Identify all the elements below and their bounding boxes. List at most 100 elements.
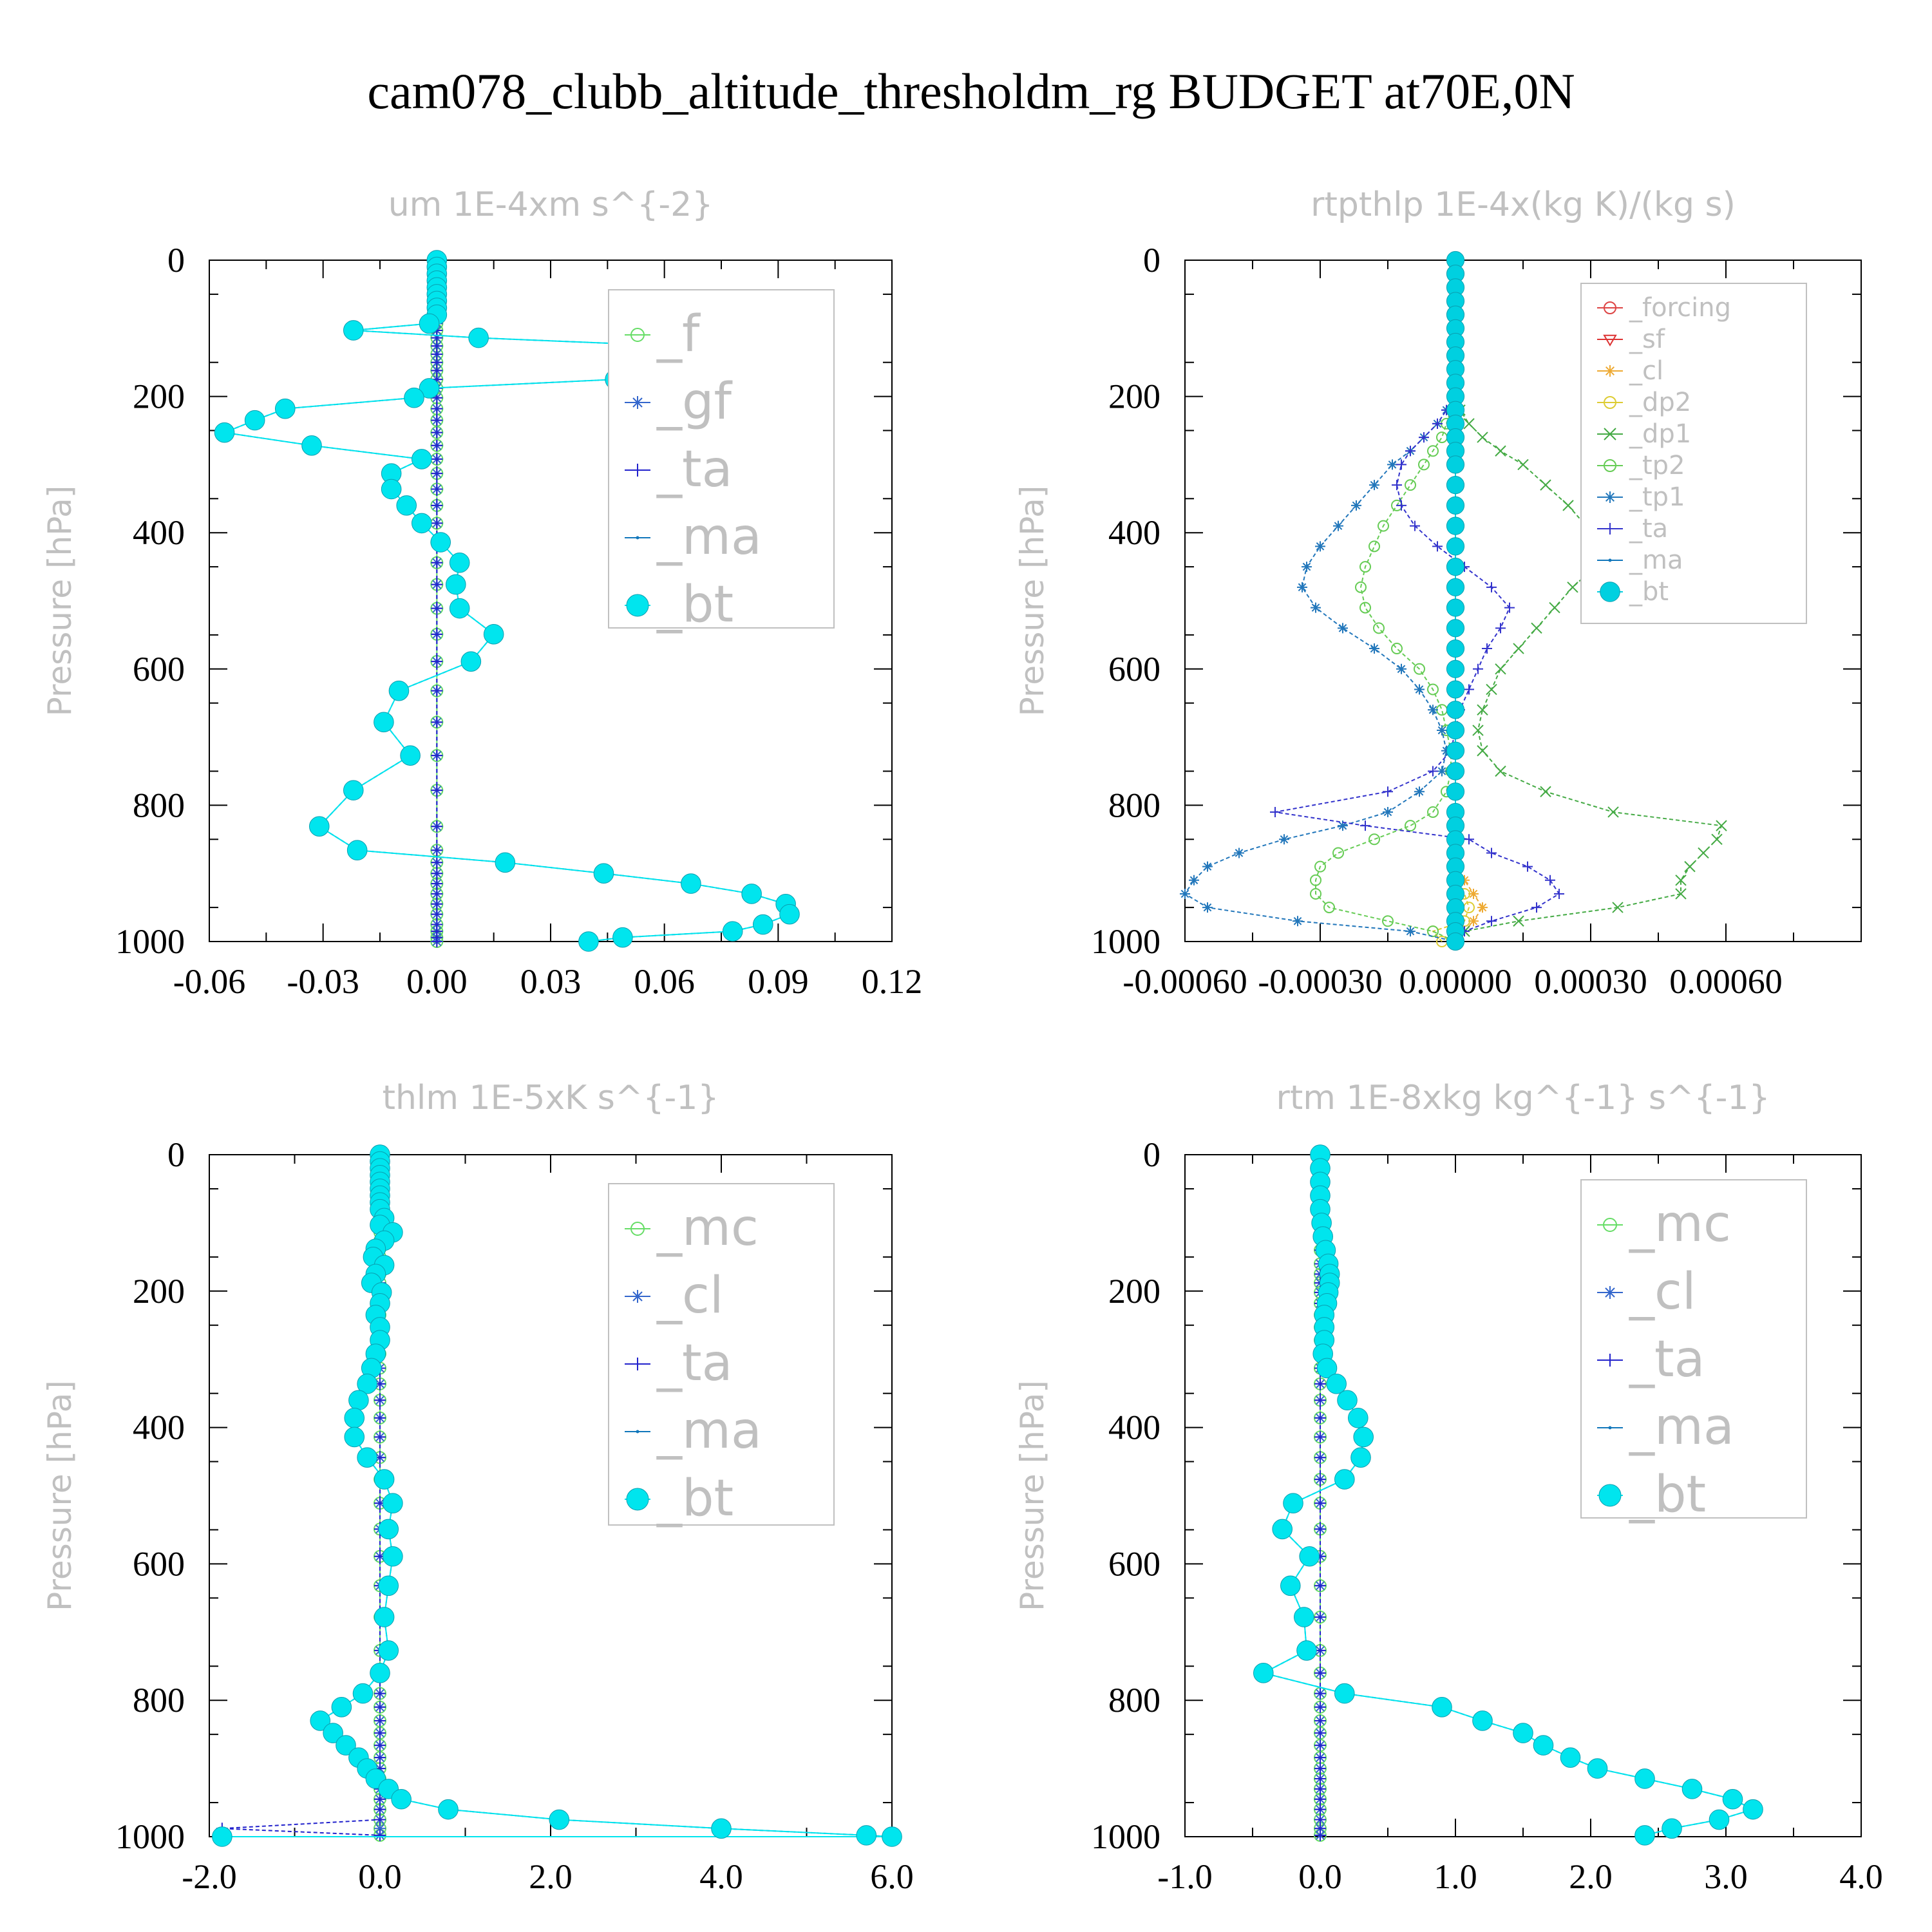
data-point: [449, 552, 470, 573]
y-tick-label: 200: [1108, 1272, 1160, 1311]
data-point: [1414, 684, 1425, 695]
x-tick-label: 0.09: [748, 962, 809, 1001]
x-tick-label: -1.0: [1157, 1857, 1212, 1896]
data-point: [378, 1519, 399, 1540]
data-point: [1314, 1829, 1326, 1841]
data-point: [1314, 1378, 1326, 1390]
legend-box: [608, 289, 835, 629]
data-point: [1369, 480, 1379, 491]
data-point: [1359, 561, 1371, 573]
y-axis-label: Pressure [hPa]: [1014, 1380, 1051, 1611]
y-tick-label: 600: [1108, 1544, 1160, 1583]
data-point: [1410, 520, 1420, 531]
data-point: [1310, 887, 1321, 900]
data-point: [1202, 861, 1213, 872]
data-point: [1486, 683, 1497, 696]
series-line: [222, 1155, 381, 1836]
panel-title: rtpthlp 1E-4x(kg K)/(kg s): [1311, 185, 1736, 224]
data-point: [1351, 500, 1361, 511]
data-point: [1369, 643, 1379, 654]
data-point: [1540, 786, 1551, 797]
legend-box: [1580, 283, 1807, 624]
legend: _mc _cl _ta _ma _bt: [1580, 1179, 1807, 1524]
data-point: [1495, 663, 1506, 675]
x-tick-label: 0.0: [1298, 1857, 1342, 1896]
legend-label: _mc: [656, 1199, 759, 1257]
data-point: [1446, 558, 1465, 576]
x-tick-label: -0.00030: [1258, 962, 1382, 1001]
data-point: [431, 784, 443, 797]
data-point: [1446, 680, 1465, 699]
data-point: [578, 931, 599, 952]
data-point: [431, 483, 443, 495]
data-point: [370, 1663, 390, 1683]
data-point: [1432, 418, 1443, 429]
series-tp1: [1180, 255, 1461, 947]
data-point: [438, 1799, 459, 1820]
data-point: [1477, 431, 1488, 443]
data-point: [1554, 888, 1564, 899]
y-tick-label: 1000: [1091, 922, 1160, 961]
data-point: [1314, 1611, 1326, 1623]
data-point: [1368, 833, 1380, 846]
legend-marker: [1600, 582, 1620, 602]
panel-title: thlm 1E-5xK s^{-1}: [383, 1079, 719, 1117]
x-tick-label: -0.03: [287, 962, 359, 1001]
x-tick-label: 0.00060: [1669, 962, 1783, 1001]
data-point: [374, 1431, 386, 1443]
data-point: [445, 574, 466, 595]
y-tick-label: 1000: [1091, 1817, 1160, 1856]
y-tick-label: 200: [133, 1272, 185, 1311]
legend-marker: [1608, 558, 1612, 562]
data-point: [431, 685, 443, 697]
legend-label: _dp1: [1629, 419, 1691, 449]
x-tick-label: 0.06: [634, 962, 695, 1001]
data-point: [1437, 725, 1447, 736]
data-point: [1253, 1663, 1274, 1683]
data-point: [431, 402, 443, 415]
data-point: [346, 840, 368, 861]
data-point: [1681, 1779, 1703, 1799]
data-point: [374, 1394, 386, 1406]
data-point: [1612, 902, 1624, 913]
data-point: [310, 1710, 331, 1731]
data-point: [593, 863, 614, 884]
data-point: [374, 1701, 386, 1713]
data-point: [431, 867, 443, 880]
data-point: [431, 499, 443, 511]
data-point: [431, 750, 443, 762]
legend-marker: [630, 328, 645, 342]
data-point: [431, 517, 443, 529]
data-point: [1540, 479, 1551, 491]
data-point: [383, 1493, 403, 1513]
y-axis-label: Pressure [hPa]: [41, 486, 79, 717]
data-point: [1675, 875, 1687, 886]
data-point: [331, 1696, 352, 1718]
data-point: [1436, 704, 1448, 716]
data-point: [344, 1407, 365, 1428]
y-tick-label: 1000: [115, 922, 185, 961]
data-point: [430, 532, 451, 553]
data-point: [374, 1814, 386, 1826]
data-point: [1587, 1758, 1608, 1779]
data-point: [1432, 541, 1443, 552]
legend-marker: [1604, 428, 1616, 440]
data-point: [1314, 1727, 1326, 1739]
data-point: [1338, 820, 1348, 831]
legend-label: _tp1: [1629, 482, 1685, 512]
panel-title: um 1E-4xm s^{-2}: [388, 185, 714, 224]
data-point: [1180, 888, 1190, 899]
chart-thlm-panel: thlm 1E-5xK s^{-1} Pressure [hPa] 0 200 400 6…: [41, 1079, 914, 1896]
data-point: [419, 378, 440, 399]
data-point: [1396, 663, 1406, 674]
legend-marker: [1598, 1484, 1622, 1507]
x-tick-label: 2.0: [529, 1857, 573, 1896]
y-tick-label: 600: [133, 1544, 185, 1583]
data-point: [357, 1374, 377, 1394]
data-point: [374, 712, 394, 733]
data-point: [374, 1803, 386, 1815]
data-point: [1396, 459, 1406, 470]
data-point: [1446, 455, 1465, 474]
data-point: [1414, 663, 1425, 675]
x-tick-label: 2.0: [1569, 1857, 1613, 1896]
